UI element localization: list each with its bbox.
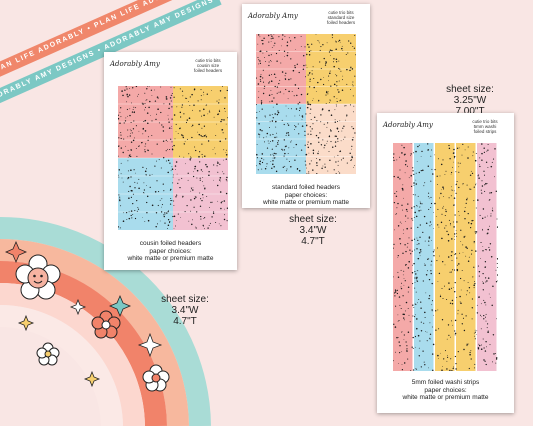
size-heading: sheet size:: [161, 294, 209, 305]
brand-logo: Adorably Amy: [110, 60, 160, 68]
meta-line: cutie trio bits: [472, 119, 498, 124]
sheet-meta: cutie trio bits cousin size foiled heade…: [185, 58, 231, 73]
meta-line: cutie trio bits: [328, 10, 354, 15]
sparkle-icon-6: [83, 370, 101, 388]
caption-line: paper choices:: [149, 247, 192, 255]
brand-logo: Adorably Amy: [248, 12, 298, 20]
sticker-panel: [118, 86, 228, 230]
sheet-header: Adorably Amy cutie trio bits standard si…: [248, 10, 364, 26]
caption-title: cousin foiled headers: [139, 240, 202, 247]
washi-strips-sheet: Adorably Amy cutie trio bits 5mm washi f…: [377, 113, 514, 413]
washi-strips-panel: [393, 143, 498, 371]
sheet-size-label: sheet size: 3.4"W 4.7"T: [278, 214, 348, 247]
standard-headers-sheet: Adorably Amy cutie trio bits standard si…: [242, 4, 370, 208]
meta-line: standard size: [327, 15, 355, 20]
smiley-flower-icon: [15, 254, 61, 300]
sheet-caption: cousin foiled headers paper choices: whi…: [104, 240, 237, 263]
sparkle-icon-4: [108, 294, 132, 318]
meta-line: foiled headers: [193, 68, 223, 73]
caption-title: 5mm foiled washi strips: [411, 379, 480, 386]
caption-line: white matte or premium matte: [263, 199, 349, 206]
meta-line: cousin size: [196, 63, 220, 68]
white-flower-icon-2: [142, 364, 170, 392]
sheet-caption: 5mm foiled washi strips paper choices: w…: [377, 379, 514, 402]
meta-line: foiled strips: [473, 129, 497, 134]
caption-line: paper choices:: [424, 386, 467, 394]
size-heading: sheet size:: [446, 84, 494, 95]
meta-line: 5mm washi: [473, 124, 497, 129]
orange-flower-icon: [91, 310, 121, 339]
meta-line: cutie trio bits: [195, 58, 221, 63]
sheet-header: Adorably Amy cutie trio bits 5mm washi f…: [383, 119, 508, 135]
white-flower-icon: [36, 342, 60, 366]
meta-line: foiled headers: [326, 20, 356, 25]
sparkle-icon-5: [137, 332, 163, 358]
size-height: 4.7"T: [173, 316, 197, 327]
size-heading: sheet size:: [289, 214, 337, 225]
sheet-meta: cutie trio bits 5mm washi foiled strips: [462, 119, 508, 134]
caption-line: white matte or premium matte: [402, 394, 489, 401]
caption-title: standard foiled headers: [272, 184, 340, 191]
sheet-caption: standard foiled headers paper choices: w…: [242, 184, 370, 207]
cousin-headers-sheet: Adorably Amy cutie trio bits cousin size…: [104, 52, 237, 270]
sparkle-icon: [4, 240, 28, 264]
size-width: 3.25"W: [453, 95, 487, 106]
size-width: 3.4"W: [171, 305, 199, 316]
caption-line: white matte or premium matte: [127, 255, 214, 262]
sparkle-icon-3: [17, 314, 35, 332]
size-height: 4.7"T: [301, 236, 325, 247]
caption-line: paper choices:: [284, 191, 328, 199]
sheet-size-label: sheet size: 3.25"W 7.00"T: [435, 84, 505, 117]
sticker-panel: [256, 34, 356, 174]
size-height: 7.00"T: [455, 106, 485, 117]
sheet-size-label: sheet size: 3.4"W 4.7"T: [150, 294, 220, 327]
brand-logo: Adorably Amy: [383, 121, 433, 129]
sparkle-icon-2: [69, 298, 87, 316]
sheet-header: Adorably Amy cutie trio bits cousin size…: [110, 58, 231, 74]
size-width: 3.4"W: [299, 225, 327, 236]
sheet-meta: cutie trio bits standard size foiled hea…: [318, 10, 364, 25]
